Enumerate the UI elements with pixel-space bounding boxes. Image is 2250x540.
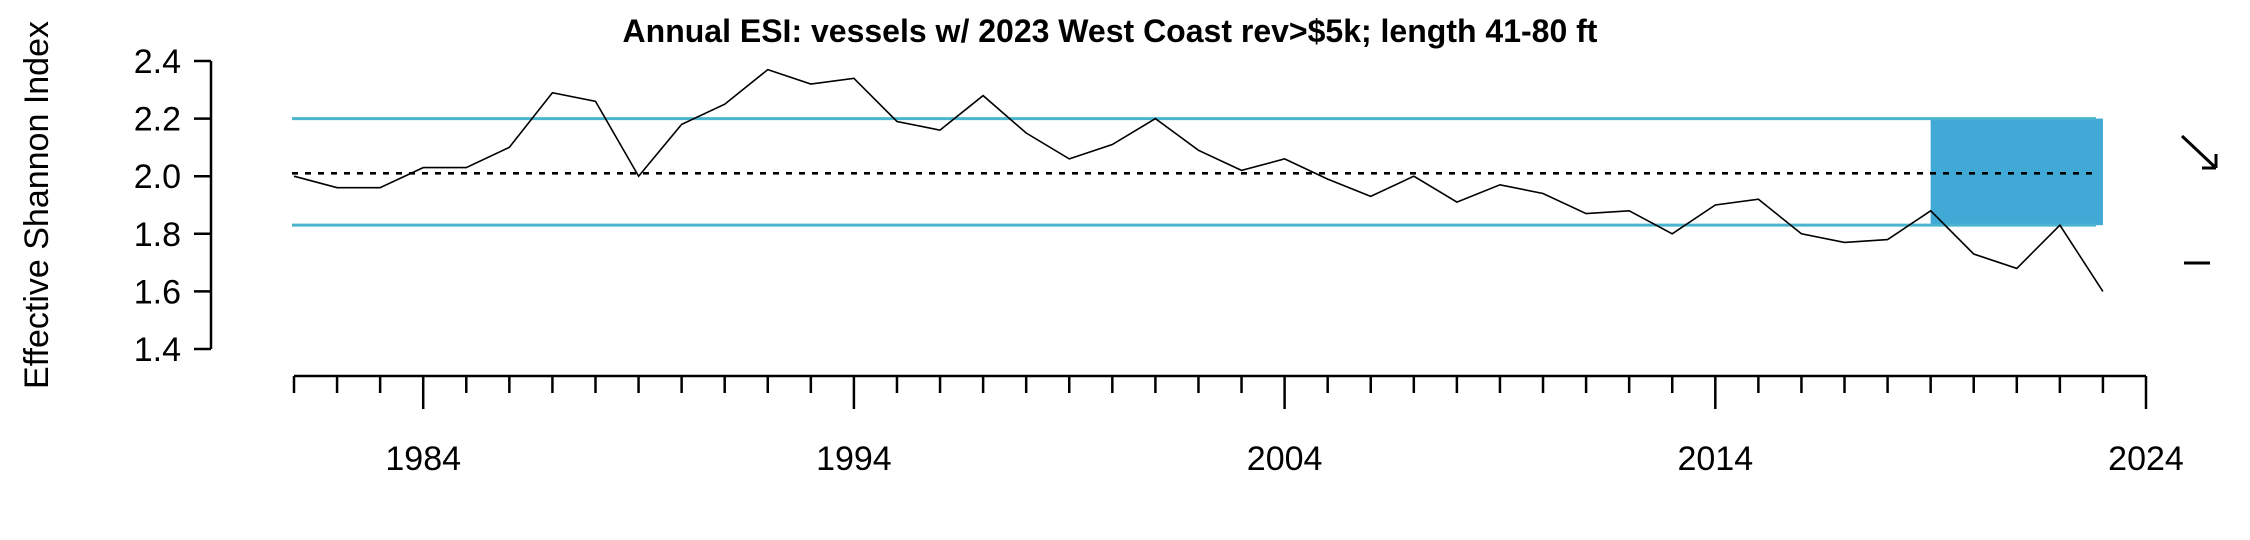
x-tick-label: 1984 — [385, 440, 461, 478]
series-line-0 — [293, 68, 2104, 292]
y-tick-label: 2.4 — [134, 43, 181, 81]
x-tick-label: 1994 — [816, 440, 892, 478]
y-tick-label: 1.4 — [134, 331, 181, 369]
trend-down-arrow-icon — [2180, 134, 2218, 170]
recent-years-highlight — [1930, 118, 2103, 226]
x-tick-label: 2014 — [1677, 440, 1753, 478]
y-tick-label: 1.8 — [134, 216, 181, 254]
y-axis-label: Effective Shannon Index — [18, 21, 56, 389]
y-tick-label: 2.0 — [134, 158, 181, 196]
plot-area: 1.4 1.6 1.8 2.0 2.2 2.4 1984 1994 2004 2014 2024 — [134, 43, 2218, 478]
x-tick-label: 2024 — [2108, 440, 2184, 478]
y-tick-label: 1.6 — [134, 273, 181, 311]
x-tick-label: 2004 — [1247, 440, 1323, 478]
chart-title: Annual ESI: vessels w/ 2023 West Coast r… — [623, 13, 1598, 49]
y-tick-label: 2.2 — [134, 101, 181, 139]
